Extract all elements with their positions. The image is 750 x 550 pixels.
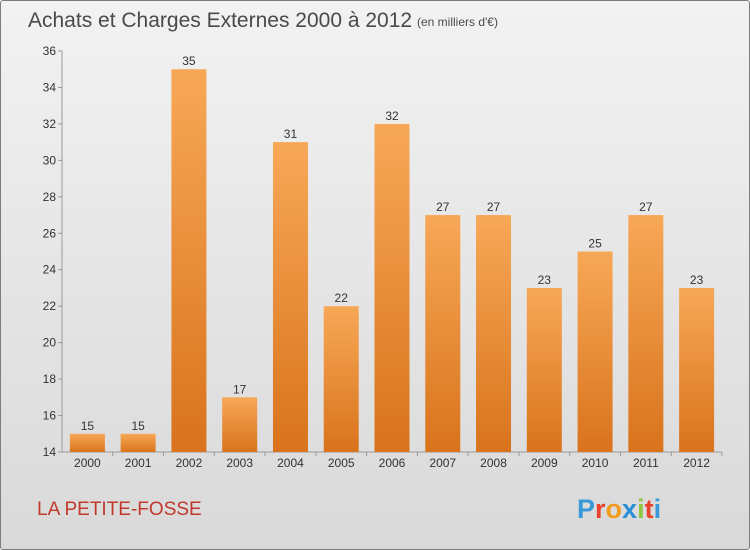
x-tick-label: 2007: [429, 456, 456, 470]
bar-2009: [526, 287, 562, 452]
value-label: 27: [639, 200, 653, 214]
value-label: 22: [335, 291, 349, 305]
y-tick-label: 28: [43, 190, 57, 204]
value-label: 25: [588, 237, 602, 251]
x-tick-label: 2012: [683, 456, 710, 470]
y-tick-label: 14: [43, 445, 57, 459]
value-label: 23: [538, 273, 552, 287]
y-tick-label: 30: [43, 153, 57, 167]
x-tick-label: 2006: [379, 456, 406, 470]
x-tick-label: 2003: [226, 456, 253, 470]
x-tick-label: 2001: [125, 456, 152, 470]
y-tick-label: 34: [43, 80, 57, 94]
value-label: 23: [690, 273, 704, 287]
place-name: LA PETITE-FOSSE: [37, 499, 202, 520]
bar-2008: [476, 215, 512, 452]
proxiti-logo: Proxiti: [577, 494, 661, 524]
bar-2004: [272, 142, 308, 453]
value-label: 15: [131, 419, 145, 433]
y-tick-label: 24: [43, 263, 57, 277]
x-tick-label: 2004: [277, 456, 304, 470]
y-tick-label: 32: [43, 117, 57, 131]
x-tick-label: 2011: [633, 456, 659, 470]
bar-2012: [679, 287, 715, 452]
value-label: 27: [487, 200, 501, 214]
x-tick-label: 2010: [582, 456, 609, 470]
bar-2006: [374, 123, 410, 452]
value-label: 27: [436, 200, 450, 214]
bar-2010: [577, 251, 613, 452]
y-tick-label: 36: [43, 44, 57, 58]
y-tick-label: 18: [43, 372, 57, 386]
bar-2011: [628, 215, 664, 452]
value-label: 35: [182, 54, 196, 68]
y-tick-label: 20: [43, 336, 57, 350]
tick-labels: 14 16 18 20 22 24 26 28 30 32 34 36 2000 2001 2002 2003…: [43, 44, 711, 470]
y-tick-label: 22: [43, 299, 57, 313]
bars-group: 15 15 35 17 31 22 32 27 27 23 25 27 23: [69, 54, 715, 453]
bar-2005: [323, 306, 359, 452]
value-label: 31: [284, 127, 298, 141]
bar-2007: [425, 215, 461, 452]
x-tick-label: 2009: [531, 456, 558, 470]
x-tick-label: 2008: [480, 456, 507, 470]
chart-subtitle: (en milliers d'€): [417, 15, 498, 29]
x-tick-label: 2000: [74, 456, 101, 470]
value-label: 32: [385, 109, 399, 123]
bar-2001: [120, 433, 156, 452]
y-tick-label: 16: [43, 409, 57, 423]
bar-2000: [69, 433, 105, 452]
value-label: 15: [81, 419, 95, 433]
y-tick-label: 26: [43, 226, 57, 240]
value-label: 17: [233, 382, 247, 396]
chart-title: Achats et Charges Externes 2000 à 2012: [28, 9, 412, 32]
bar-2003: [222, 397, 258, 452]
bar-2002: [171, 69, 207, 453]
x-tick-label: 2002: [176, 456, 203, 470]
x-tick-label: 2005: [328, 456, 355, 470]
